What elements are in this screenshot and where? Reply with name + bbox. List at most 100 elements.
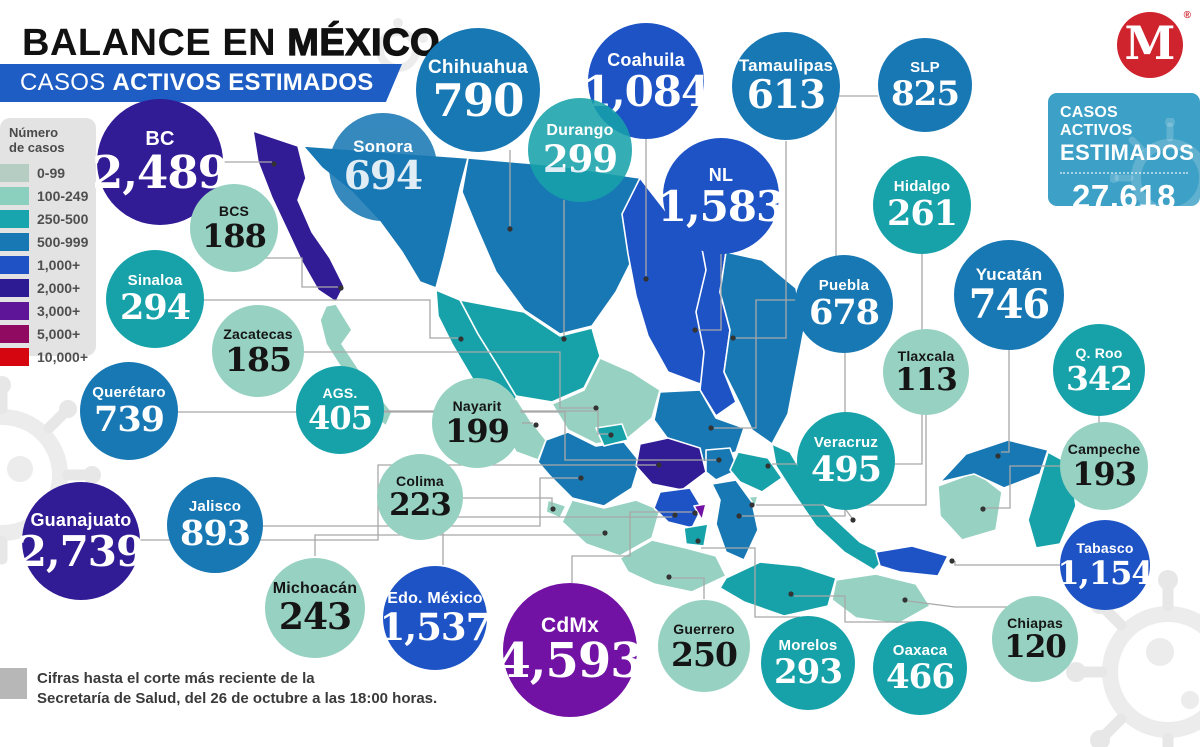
legend-label: 5,000+ xyxy=(37,326,81,343)
legend-label: 3,000+ xyxy=(37,303,81,320)
bubble-state-name: Yucatán xyxy=(975,265,1043,284)
bubble-state-value: 223 xyxy=(389,486,452,523)
bubble-state-name: Campeche xyxy=(1067,441,1141,458)
map-state-tabasco xyxy=(875,545,949,577)
footnote-marker xyxy=(0,668,27,699)
legend-label: 0-99 xyxy=(37,165,66,182)
legend-item-100-249: 100-249 xyxy=(0,185,96,208)
bubble-state-value: 188 xyxy=(202,217,267,256)
bubble-nayarit: Nayarit 199 xyxy=(432,378,522,468)
subtitle-banner: CASOS ACTIVOS ESTIMADOS xyxy=(0,64,402,102)
bubble-state-value: 739 xyxy=(93,399,165,441)
map-state-zacatecas xyxy=(551,357,661,445)
bubble-state-value: 613 xyxy=(746,72,826,119)
map-state-guanajuato xyxy=(635,437,707,491)
legend-swatch xyxy=(0,256,29,275)
bubble-zacatecas: Zacatecas 185 xyxy=(212,305,304,397)
map-state-guerrero xyxy=(619,539,727,593)
bubble-state-value: 2,489 xyxy=(92,146,229,200)
bubble-state-name: Coahuila xyxy=(607,49,685,70)
bubble-state-name: Sinaloa xyxy=(127,272,183,290)
bubble-state-name: BC xyxy=(145,128,175,151)
bubble-state-value: 193 xyxy=(1072,455,1137,494)
bubble-guerrero: Guerrero 250 xyxy=(658,600,750,692)
bubble-state-name: Colima xyxy=(396,472,444,489)
bubble-sonora: Sonora 694 xyxy=(329,113,437,221)
legend-label: 10,000+ xyxy=(37,349,88,366)
bubble-state-name: BCS xyxy=(218,203,250,220)
legend-swatch xyxy=(0,279,29,298)
dotted-divider xyxy=(1060,172,1188,174)
bubble-state-name: Michoacán xyxy=(272,580,358,598)
bubble-state-value: 466 xyxy=(886,656,955,697)
bubble-state-value: 746 xyxy=(968,281,1050,328)
legend-item-10,000+: 10,000+ xyxy=(0,346,96,369)
bubble-ags: AGS. 405 xyxy=(296,366,384,454)
legend-item-500-999: 500-999 xyxy=(0,231,96,254)
bubble-campeche: Campeche 193 xyxy=(1060,422,1148,510)
bubble-state-name: Edo. México xyxy=(387,589,483,607)
virus-watermark-box xyxy=(1110,118,1200,206)
map-state-bc xyxy=(252,130,345,303)
bubble-state-value: 243 xyxy=(278,596,352,639)
bubble-colima: Colima 223 xyxy=(377,454,463,540)
bubble-state-value: 1,537 xyxy=(379,604,492,649)
bubble-state-value: 294 xyxy=(119,287,191,329)
map-state-cdmx xyxy=(693,503,707,521)
bubble-state-value: 293 xyxy=(774,651,843,692)
map-state-michoacan xyxy=(561,499,661,557)
bubble-slp: SLP 825 xyxy=(878,38,972,132)
bubble-tabasco: Tabasco 1,154 xyxy=(1057,520,1154,610)
bubble-state-value: 790 xyxy=(432,73,525,127)
legend-item-250-500: 250-500 xyxy=(0,208,96,231)
legend-swatch xyxy=(0,187,29,206)
bubble-state-name: Chihuahua xyxy=(428,56,528,78)
total-box-line2: ESTIMADOS xyxy=(1060,140,1195,165)
legend-swatch xyxy=(0,233,29,252)
bubble-veracruz: Veracruz 495 xyxy=(797,412,895,510)
bubble-state-name: SLP xyxy=(910,58,940,76)
bubble-state-value: 1,583 xyxy=(657,181,786,231)
bubble-state-name: Chiapas xyxy=(1007,614,1063,631)
bubble-state-name: Puebla xyxy=(818,277,870,295)
bubble-state-name: Jalisco xyxy=(188,498,242,516)
legend-swatch xyxy=(0,348,29,367)
legend-box: Número de casos 0-99 100-249 250-500 500-999… xyxy=(0,118,96,367)
legend-label: 2,000+ xyxy=(37,280,81,297)
bubble-puebla: Puebla 678 xyxy=(795,255,893,353)
legend-title: Número de casos xyxy=(9,125,65,155)
bubble-state-value: 4,593 xyxy=(497,633,643,690)
legend-swatch xyxy=(0,164,29,183)
legend-rows: 0-99 100-249 250-500 500-999 1,000+ 2,000+ 3,0… xyxy=(0,162,96,369)
map-state-tamaulipas xyxy=(719,251,805,445)
bubble-michoacan: Michoacán 243 xyxy=(265,558,365,658)
bubble-state-name: CdMx xyxy=(541,614,599,638)
legend-swatch xyxy=(0,302,29,321)
map-state-hidalgo xyxy=(729,451,783,493)
bubble-state-value: 893 xyxy=(179,513,251,555)
legend-swatch xyxy=(0,210,29,229)
bubble-state-name: NL xyxy=(708,164,734,185)
legend-swatch xyxy=(0,325,29,344)
bubble-state-name: Tamaulipas xyxy=(738,56,834,76)
bubble-state-name: Oaxaca xyxy=(892,641,948,659)
milenio-logo-letter: M xyxy=(1124,16,1176,70)
bubble-jalisco: Jalisco 893 xyxy=(167,477,263,573)
map-state-chiapas xyxy=(831,573,931,625)
map-state-durango xyxy=(459,299,601,403)
legend-label: 100-249 xyxy=(37,188,89,205)
footnote-text: Cifras hasta el corte más reciente de la… xyxy=(37,670,438,708)
bubble-state-name: Tabasco xyxy=(1076,540,1134,557)
footnote: Cifras hasta el corte más reciente de la… xyxy=(0,668,437,710)
bubble-state-name: Guanajuato xyxy=(30,509,132,530)
bubble-sinaloa: Sinaloa 294 xyxy=(106,250,204,348)
bubble-morelos: Morelos 293 xyxy=(761,616,855,710)
bubble-state-value: 199 xyxy=(445,412,510,451)
bubble-state-name: Hidalgo xyxy=(893,178,951,196)
bubble-state-value: 250 xyxy=(671,634,738,674)
bubble-state-name: Durango xyxy=(546,121,614,139)
bubble-state-value: 113 xyxy=(895,361,958,398)
bubble-state-name: AGS. xyxy=(322,385,358,402)
